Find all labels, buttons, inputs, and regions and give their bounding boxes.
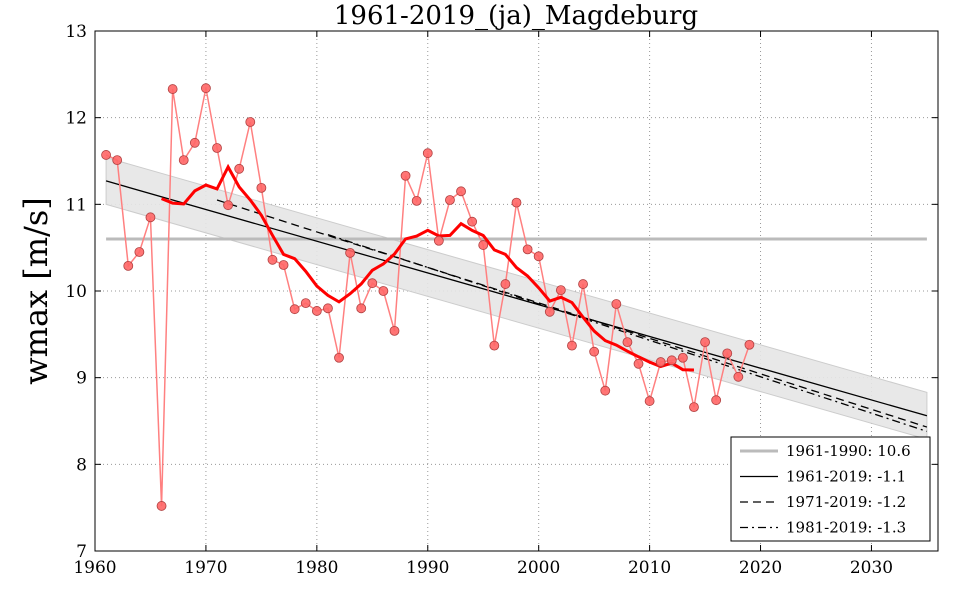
data-point [589,346,600,357]
x-tick-label: 1970 [184,558,227,578]
data-point [112,155,123,166]
data-point [223,200,234,211]
moving-average-line [160,163,695,372]
chart-title: 1961-2019_(ja)_Magdeburg [334,1,698,31]
data-point [334,352,344,363]
data-point [478,240,489,250]
data-point [744,339,755,350]
x-tick-label: 1980 [295,558,338,578]
data-point [511,197,522,208]
data-point [178,155,189,166]
data-point [677,352,688,363]
data-point [156,501,167,511]
data-point [722,348,733,359]
trend-lines [105,180,928,433]
data-point [489,340,500,351]
legend-box [730,436,931,542]
data-point [533,251,544,262]
data-point [433,235,444,246]
data-series [101,83,755,511]
data-point [544,306,555,317]
data-point [367,278,378,289]
x-tick-label: 1960 [73,558,116,578]
data-point [189,137,200,148]
y-tick-label: 11 [65,195,87,215]
data-point [644,396,655,406]
data-point [578,279,588,289]
data-point [711,395,722,406]
x-tick-label: 2000 [517,558,560,578]
trend-line-1971-2019 [216,199,928,428]
legend-label: 1971-2019: -1.2 [786,493,906,511]
y-tick-label: 12 [65,109,87,129]
data-point [356,303,367,314]
data-point [267,254,278,265]
x-tick-label: 2010 [628,558,671,578]
data-point [567,340,577,351]
y-tick-label: 9 [76,369,87,389]
data-point [389,325,400,336]
y-tick-label: 10 [65,282,87,302]
data-point [345,247,356,258]
data-point [555,285,566,296]
data-point [311,306,322,316]
data-point [212,143,222,153]
x-tick-label: 2030 [850,558,893,578]
data-point [422,148,433,159]
y-tick-label: 7 [76,542,87,562]
data-point [101,150,111,160]
data-point [278,260,289,270]
data-point [622,337,633,348]
data-point [134,247,145,257]
data-point [378,286,389,296]
data-point [522,244,533,255]
data-point [500,279,511,289]
x-tick-label: 1990 [406,558,449,578]
legend-label: 1981-2019: -1.3 [786,519,906,537]
data-point [201,83,211,94]
legend-label: 1961-1990: 10.6 [786,442,911,460]
data-point [323,303,333,314]
data-point [456,186,466,197]
trend-line-1961-2019 [105,180,928,417]
data-point [666,355,677,366]
data-point [700,337,710,348]
data-point [467,216,478,227]
y-tick-label: 13 [65,22,87,42]
data-point [289,304,300,315]
plot-frame [94,30,939,552]
data-point [245,117,256,127]
legend: 1961-1990: 10.6 1961-2019: -1.1 1971-2019:… [730,436,931,542]
axis-ticks: 1960 1970 1980 1990 2000 2010 2020 2030 7 8 9 10 11 1… [65,22,938,578]
y-tick-label: 8 [76,455,87,475]
data-point [400,170,411,181]
data-point [411,195,422,206]
data-point [300,298,311,309]
data-point [655,357,666,367]
data-point [445,195,455,205]
data-point [633,358,644,369]
trend-line-1981-2019 [327,234,928,433]
data-point [256,182,267,193]
data-point [145,212,156,223]
x-tick-label: 2020 [739,558,782,578]
y-axis-label: wmax [m/s] [17,197,55,385]
data-point [611,299,622,309]
legend-label: 1961-2019: -1.1 [786,468,906,486]
data-point [689,402,699,413]
data-point [167,84,178,94]
data-point [733,371,744,382]
data-point [234,163,245,174]
data-point [600,385,611,396]
data-point [123,260,134,271]
